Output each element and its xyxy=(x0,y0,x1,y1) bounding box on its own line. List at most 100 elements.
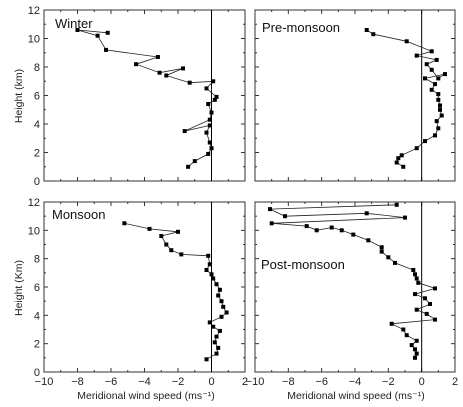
data-point xyxy=(329,225,334,230)
data-point xyxy=(416,280,421,285)
data-point xyxy=(207,320,212,325)
y-tick-label: 8 xyxy=(34,62,40,74)
panel-title: Post-monsoon xyxy=(261,257,345,272)
data-point xyxy=(157,70,162,75)
data-point xyxy=(207,123,212,128)
y-axis-label: Height (km) xyxy=(13,69,25,123)
data-point xyxy=(423,296,427,301)
data-point xyxy=(371,32,376,37)
data-point xyxy=(204,268,209,272)
data-point xyxy=(409,343,414,348)
data-point xyxy=(269,221,274,226)
data-point xyxy=(164,73,169,78)
data-point xyxy=(105,30,110,35)
data-point xyxy=(399,153,404,158)
y-tick-label: 6 xyxy=(34,282,40,294)
data-point xyxy=(429,49,434,54)
data-point xyxy=(401,164,406,169)
data-point xyxy=(169,248,174,253)
data-point xyxy=(214,351,219,356)
x-tick-label: −10 xyxy=(246,376,265,388)
y-tick-labels: 0 2 4 6 8 10 12 xyxy=(28,197,40,379)
data-point xyxy=(182,129,187,134)
axis-ticks xyxy=(254,9,456,182)
y-tick-label: 2 xyxy=(34,339,40,351)
data-point xyxy=(214,282,219,287)
data-point xyxy=(214,334,219,339)
wind-profile xyxy=(268,202,437,360)
x-tick-label: −4 xyxy=(349,376,362,388)
plot-frame xyxy=(254,9,456,182)
y-tick-labels: 0 2 4 6 8 10 12 xyxy=(28,5,40,188)
y-tick-label: 6 xyxy=(34,91,40,103)
data-point xyxy=(134,62,139,67)
data-point xyxy=(393,260,397,265)
data-point xyxy=(122,221,127,226)
x-tick-label: −6 xyxy=(105,376,118,388)
data-point xyxy=(394,202,399,207)
series-line xyxy=(269,204,437,358)
plot-frame xyxy=(254,201,456,373)
data-point xyxy=(424,62,429,67)
data-point xyxy=(209,146,214,151)
data-point xyxy=(339,228,344,233)
data-point xyxy=(433,317,437,322)
data-point xyxy=(204,357,209,362)
data-point xyxy=(217,287,222,292)
data-point xyxy=(404,39,409,44)
data-point xyxy=(207,140,212,145)
x-tick-label: −10 xyxy=(35,376,54,388)
data-point xyxy=(438,103,442,108)
data-point xyxy=(207,117,212,122)
x-tick-label: −2 xyxy=(382,376,395,388)
data-point xyxy=(428,302,432,306)
x-tick-label: −8 xyxy=(282,376,295,388)
data-point xyxy=(155,55,160,59)
data-point xyxy=(206,102,211,106)
data-point xyxy=(104,47,108,52)
y-tick-label: 4 xyxy=(34,310,40,322)
data-point xyxy=(436,92,441,97)
data-point xyxy=(219,314,224,319)
panel-title: Monsoon xyxy=(52,207,105,222)
data-point xyxy=(268,207,272,212)
x-tick-label: −6 xyxy=(315,376,328,388)
data-point xyxy=(209,110,214,115)
wind-profile xyxy=(364,28,447,169)
data-point xyxy=(176,229,180,234)
data-point xyxy=(413,347,417,352)
data-point xyxy=(429,67,434,72)
data-point xyxy=(433,133,437,138)
data-point xyxy=(439,113,444,118)
data-point xyxy=(314,228,319,233)
data-point xyxy=(216,293,221,298)
data-point xyxy=(206,151,211,156)
data-point xyxy=(413,292,417,297)
data-point xyxy=(211,79,216,84)
data-point xyxy=(436,126,441,131)
data-point xyxy=(414,276,419,281)
data-point xyxy=(386,255,391,260)
y-tick-label: 12 xyxy=(28,197,40,209)
y-tick-label: 2 xyxy=(34,148,40,160)
data-point xyxy=(224,310,229,315)
y-axis-label: Height (Km) xyxy=(13,260,25,316)
panel-pre-monsoon: Pre-monsoon xyxy=(254,9,456,182)
data-point xyxy=(401,327,406,332)
data-point xyxy=(351,232,356,237)
data-point xyxy=(159,234,164,238)
x-tick-labels: −10 −8 −6 −4 −2 0 2 xyxy=(246,376,458,388)
data-point xyxy=(212,97,217,102)
data-point xyxy=(379,249,384,254)
axis-ticks xyxy=(254,201,456,373)
x-tick-label: −8 xyxy=(71,376,84,388)
data-point xyxy=(181,66,185,71)
y-tick-label: 12 xyxy=(28,5,40,17)
x-tick-label: 2 xyxy=(452,376,458,388)
data-point xyxy=(414,146,419,151)
data-point xyxy=(214,94,219,99)
data-point xyxy=(209,272,214,277)
panel-title: Pre-monsoon xyxy=(262,20,340,35)
data-point xyxy=(423,139,427,144)
